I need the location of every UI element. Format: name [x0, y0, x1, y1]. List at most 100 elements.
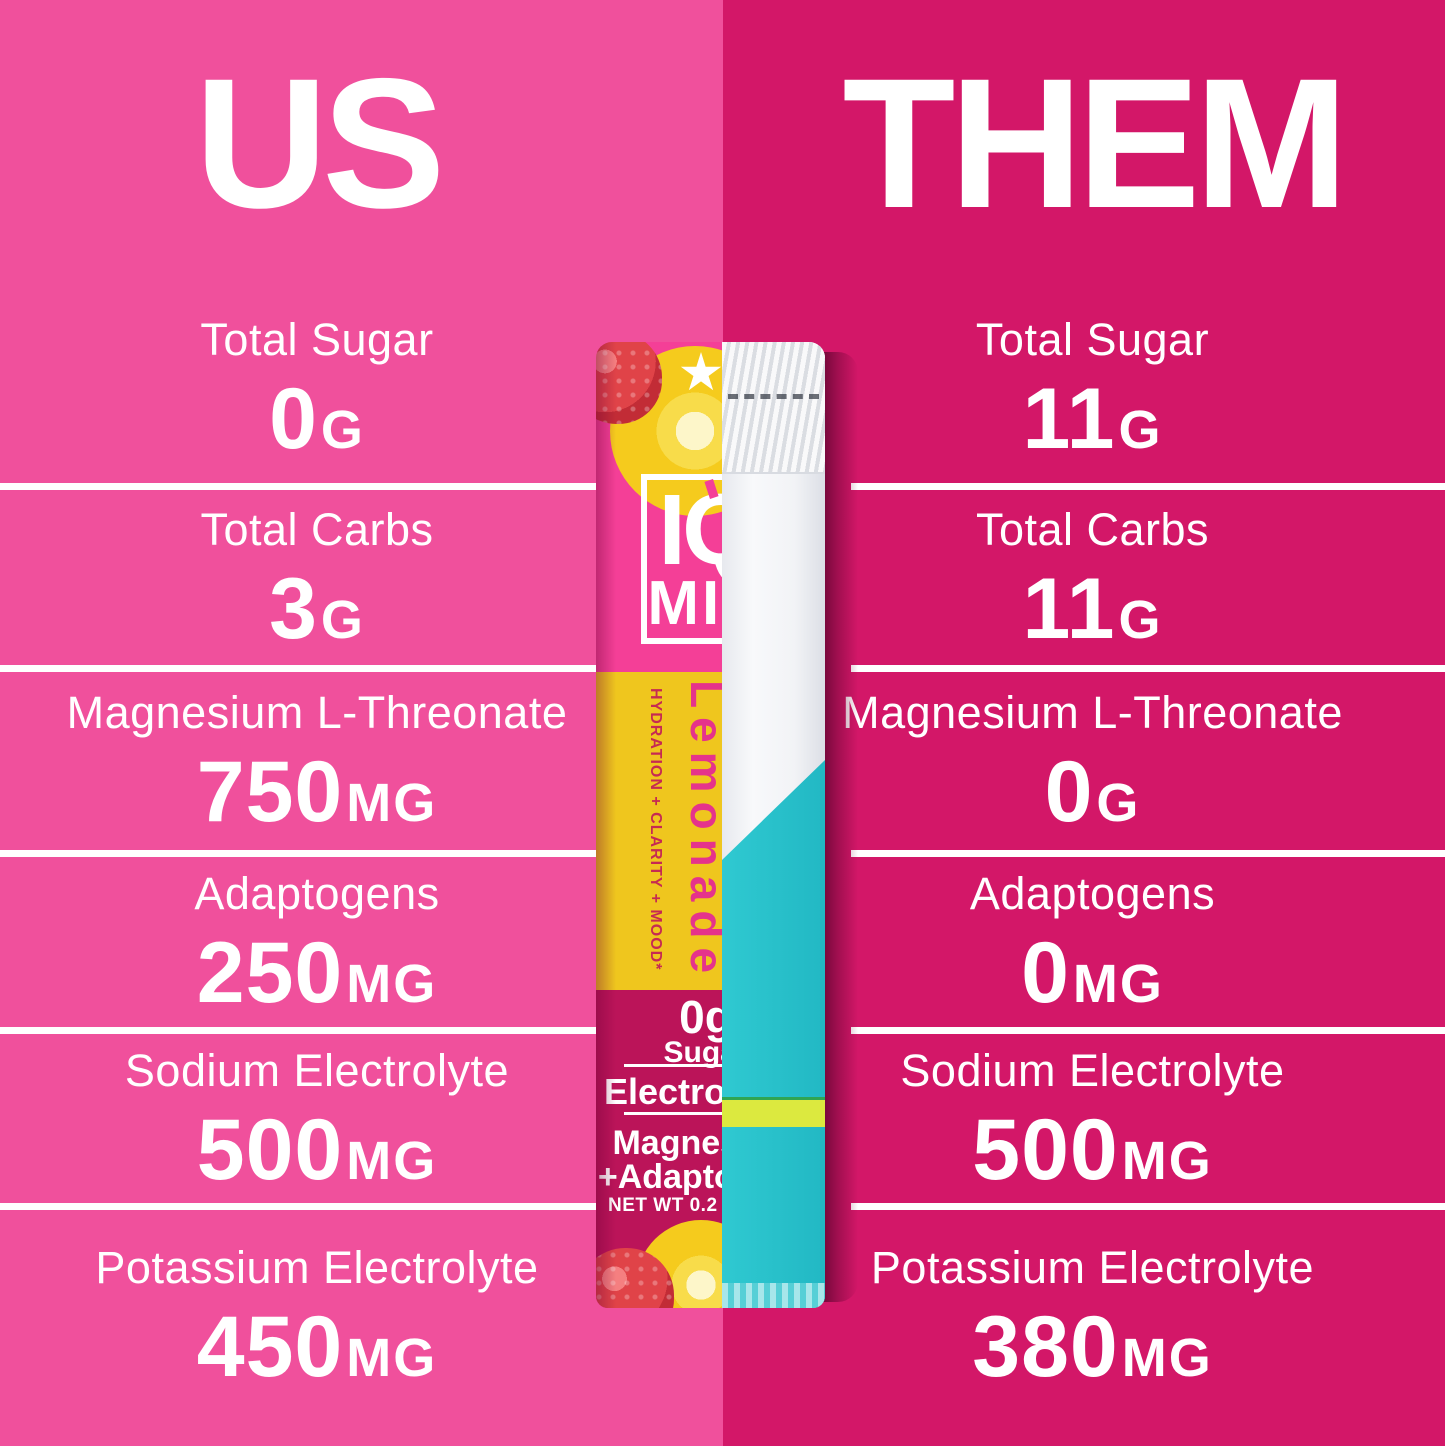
stat-unit: MG — [346, 1130, 438, 1191]
claim-magnesium: Magnesium — [612, 1124, 722, 1162]
stat-label: Potassium Electrolyte — [95, 1242, 539, 1293]
stat-unit: MG — [346, 1328, 438, 1388]
stat-number: 0 — [1021, 925, 1070, 1021]
claim-divider — [624, 1112, 722, 1115]
stat-row: Adaptogens 250 MG — [0, 857, 634, 1027]
us-column: US Total Sugar 0 G Total Carbs 3 G Magne… — [0, 0, 634, 1446]
stat-label: Adaptogens — [194, 868, 440, 919]
stat-row: Potassium Electrolyte 380 MG — [770, 1210, 1415, 1422]
stat-value: 500 MG — [197, 1107, 438, 1193]
stat-number: 500 — [196, 1101, 344, 1198]
stat-label: Adaptogens — [969, 868, 1216, 919]
stat-value: 0 G — [1045, 749, 1141, 835]
crimp-seal — [722, 1283, 825, 1308]
packet-drop-shadow — [820, 352, 858, 1302]
divider-line — [0, 1203, 598, 1210]
divider-line — [851, 1027, 1445, 1034]
stat-label: Potassium Electrolyte — [870, 1242, 1315, 1293]
them-column: THEM Total Sugar 11 G Total Carbs 11 G M… — [770, 0, 1415, 1446]
stat-row: Sodium Electrolyte 500 MG — [770, 1034, 1415, 1203]
stat-row: Magnesium L-Threonate 0 G — [770, 672, 1415, 850]
net-weight-label: NET WT 0.2 — [608, 1195, 718, 1216]
stat-unit: MG — [1072, 954, 1164, 1014]
stat-unit: MG — [1121, 1328, 1213, 1388]
yellow-band — [722, 1097, 825, 1127]
us-title: US — [194, 41, 446, 247]
stat-unit: G — [320, 589, 365, 650]
stat-unit: G — [1096, 773, 1141, 833]
logo-text-bottom: MIX — [647, 569, 722, 638]
packet-back-teal — [722, 760, 825, 1308]
stat-value: 380 MG — [972, 1304, 1213, 1390]
stat-unit: MG — [346, 954, 438, 1014]
stat-label: Total Sugar — [200, 313, 434, 365]
stat-value: 11 G — [1023, 376, 1163, 462]
claim-sugar-value: 0g — [679, 991, 722, 1043]
divider-line — [0, 1027, 598, 1034]
tagline-label: HYDRATION + CLARITY + MOOD* — [647, 688, 664, 971]
stat-value: 500 MG — [972, 1107, 1213, 1193]
stat-unit: G — [1118, 399, 1163, 460]
stat-label: Total Carbs — [975, 503, 1210, 555]
packet-front-top: IQ MIX — [596, 342, 722, 672]
stat-row: Total Carbs 3 G — [0, 490, 634, 665]
stat-unit: MG — [1121, 1130, 1213, 1191]
divider-line — [851, 850, 1445, 857]
claim-electrolytes: Electrolytes — [603, 1071, 722, 1112]
packet-front-bottom: 0g Sugar Electrolytes Magnesium +Adaptog… — [596, 990, 722, 1308]
stat-value: 11 G — [1023, 566, 1163, 652]
stat-row: Total Carbs 11 G — [770, 490, 1415, 665]
divider-line — [851, 483, 1445, 490]
stat-row: Total Sugar 0 G — [0, 292, 634, 483]
packet-front-middle: HYDRATION + CLARITY + MOOD* Lemonade — [596, 672, 722, 990]
stat-number: 380 — [972, 1299, 1119, 1395]
stat-value: 0 MG — [1021, 930, 1164, 1016]
stat-unit: MG — [346, 773, 438, 833]
divider-line — [0, 850, 598, 857]
stat-value: 750 MG — [197, 749, 438, 835]
packet-back — [722, 342, 825, 1308]
logo-tick-marks — [704, 479, 722, 502]
stat-label: Magnesium L-Threonate — [842, 687, 1343, 738]
stat-row: Total Sugar 11 G — [770, 292, 1415, 483]
stat-label: Total Carbs — [200, 503, 434, 555]
divider-line — [0, 483, 598, 490]
divider-line — [851, 665, 1445, 672]
claim-divider — [624, 1064, 722, 1067]
stat-number: 3 — [269, 560, 318, 657]
stat-number: 500 — [972, 1101, 1119, 1198]
stat-number: 750 — [196, 744, 344, 840]
stat-value: 450 MG — [197, 1304, 438, 1390]
flavor-label: Lemonade — [681, 680, 722, 983]
brand-logo: IQ MIX — [641, 474, 722, 644]
stat-row: Sodium Electrolyte 500 MG — [0, 1034, 634, 1203]
stat-number: 250 — [196, 925, 344, 1021]
stat-number: 450 — [196, 1299, 344, 1395]
them-title: THEM — [842, 41, 1348, 247]
stat-number: 11 — [1022, 370, 1116, 467]
stat-label: Sodium Electrolyte — [124, 1044, 510, 1096]
packet-front: IQ MIX HYDRATION + CLARITY + MOOD* Lemon… — [596, 342, 722, 1308]
product-packet: IQ MIX HYDRATION + CLARITY + MOOD* Lemon… — [596, 342, 825, 1308]
stat-number: 0 — [1044, 744, 1094, 840]
stat-number: 11 — [1022, 560, 1116, 657]
stat-unit: G — [1118, 589, 1163, 650]
divider-line — [851, 1203, 1445, 1210]
perforation-line — [728, 394, 819, 399]
stat-value: 3 G — [269, 566, 365, 652]
stat-label: Magnesium L-Threonate — [66, 687, 568, 738]
stat-value: 250 MG — [197, 930, 438, 1016]
stat-row: Potassium Electrolyte 450 MG — [0, 1210, 634, 1422]
stat-row: Adaptogens 0 MG — [770, 857, 1415, 1027]
stat-label: Sodium Electrolyte — [900, 1044, 1285, 1096]
stat-unit: G — [320, 399, 365, 460]
stat-number: 0 — [269, 370, 318, 467]
stat-value: 0 G — [269, 376, 365, 462]
divider-line — [0, 665, 598, 672]
claim-adaptogens: +Adaptogens — [597, 1158, 722, 1196]
packet-seal-top — [722, 342, 825, 474]
claim-sugar-word: Sugar — [663, 1036, 722, 1069]
stat-row: Magnesium L-Threonate 750 MG — [0, 672, 634, 850]
stat-label: Total Sugar — [975, 313, 1210, 365]
